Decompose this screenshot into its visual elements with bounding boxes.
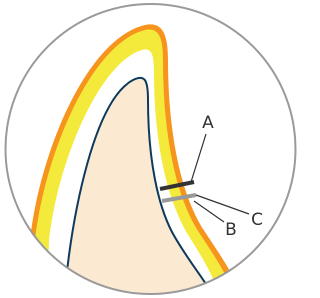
label-b: B — [225, 220, 237, 240]
diagram: A B C — [0, 0, 301, 298]
label-a: A — [202, 113, 214, 133]
page: A B C (() => { const data = JSON.parse(d… — [0, 0, 301, 298]
label-c: C — [251, 210, 263, 230]
